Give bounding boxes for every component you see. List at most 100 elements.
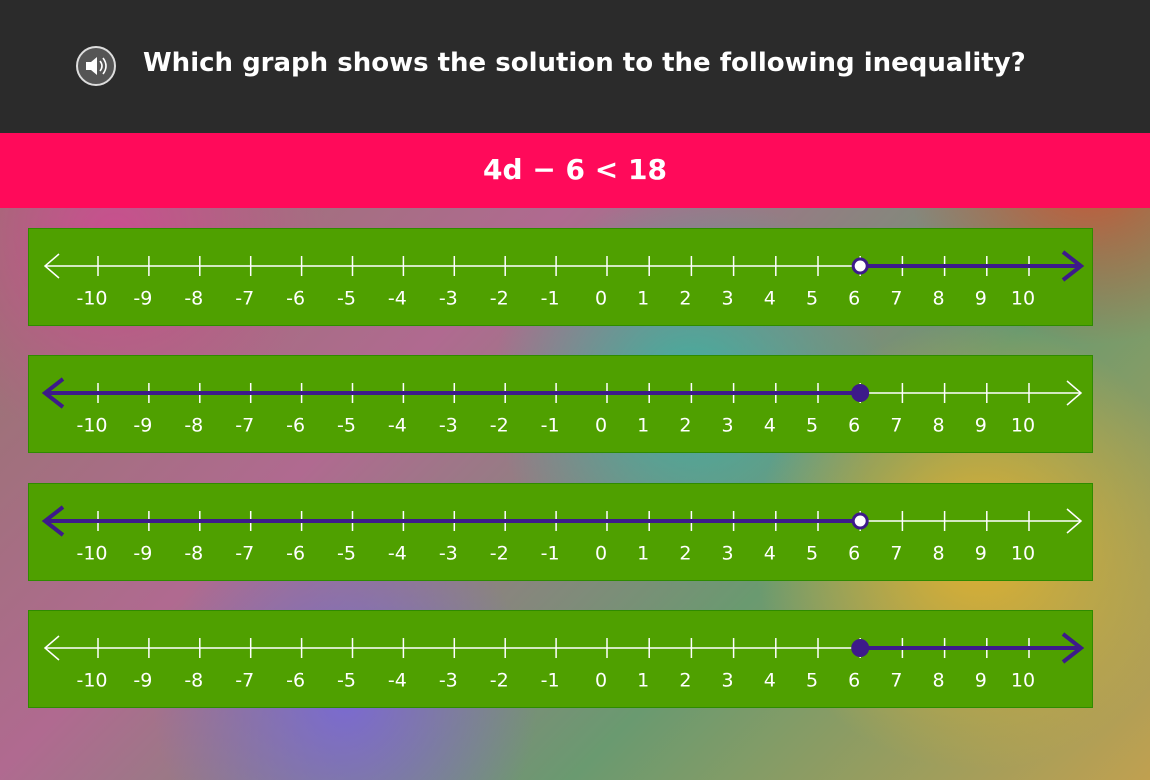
tick-label: -5	[337, 670, 356, 692]
tick-label: -3	[439, 670, 458, 692]
tick-label: 0	[595, 288, 607, 310]
arrow-right	[1066, 508, 1083, 534]
tick-label: -2	[490, 415, 509, 437]
tick-label: 0	[595, 670, 607, 692]
tick-label: -10	[76, 543, 107, 565]
tick-label: -1	[541, 543, 560, 565]
question: Which graph shows the solution to the fo…	[143, 48, 1026, 78]
tick-label: -6	[286, 670, 305, 692]
tick-label: 9	[975, 288, 987, 310]
tick-label: -2	[490, 670, 509, 692]
tick-label: -3	[439, 288, 458, 310]
answer-option[interactable]: -10 -9 -8 -7 -6 -5 -4 -3 -2 -1 0 1 2 3 4 5 6 7 8 9 10	[28, 355, 1093, 453]
tick-label: -3	[439, 415, 458, 437]
tick-label: 6	[848, 670, 860, 692]
tick-label: 2	[679, 415, 691, 437]
answer-option[interactable]: -10 -9 -8 -7 -6 -5 -4 -3 -2 -1 0 1 2 3 4 5 6 7 8 9 10	[28, 228, 1093, 326]
tick-label: -4	[388, 288, 407, 310]
tick-label: -10	[76, 415, 107, 437]
tick-label: -10	[76, 670, 107, 692]
answer-option[interactable]: -10 -9 -8 -7 -6 -5 -4 -3 -2 -1 0 1 2 3 4 5 6 7 8 9 10	[28, 483, 1093, 581]
tick-label: 1	[637, 415, 649, 437]
tick-label: -3	[439, 543, 458, 565]
tick-label: -6	[286, 415, 305, 437]
tick-label: -9	[133, 288, 152, 310]
tick-label: -7	[235, 670, 254, 692]
tick-label: 3	[722, 415, 734, 437]
tick-label: 4	[764, 543, 776, 565]
arrow-left	[43, 635, 60, 661]
solution-arrow	[41, 377, 65, 409]
tick-label: 2	[679, 288, 691, 310]
tick-label: -4	[388, 543, 407, 565]
tick-label: 0	[595, 415, 607, 437]
tick-label: -9	[133, 415, 152, 437]
tick-label: 2	[679, 670, 691, 692]
tick-label: -5	[337, 415, 356, 437]
tick-label: -2	[490, 288, 509, 310]
tick-label: -6	[286, 288, 305, 310]
tick-label: 6	[848, 415, 860, 437]
tick-label: 9	[975, 543, 987, 565]
endpoint	[851, 257, 869, 275]
tick-label: 1	[637, 288, 649, 310]
tick-label: 4	[764, 670, 776, 692]
tick-label: -8	[184, 288, 203, 310]
tick-label: 3	[722, 288, 734, 310]
tick-label: 5	[806, 415, 818, 437]
solution-arrow	[1061, 250, 1085, 282]
tick-label: -8	[184, 670, 203, 692]
tick-label: -1	[541, 288, 560, 310]
tick-label: 10	[1011, 415, 1035, 437]
tick-label: 7	[890, 288, 902, 310]
tick-label: 4	[764, 288, 776, 310]
tick-label: -7	[235, 543, 254, 565]
tick-label: 5	[806, 670, 818, 692]
tick-label: 10	[1011, 288, 1035, 310]
tick-label: -5	[337, 288, 356, 310]
tick-label: -4	[388, 415, 407, 437]
answer-option[interactable]: -10 -9 -8 -7 -6 -5 -4 -3 -2 -1 0 1 2 3 4 5 6 7 8 9 10	[28, 610, 1093, 708]
header-bar: Which graph shows the solution to the fo…	[0, 0, 1150, 133]
endpoint	[851, 639, 870, 657]
tick-label: 3	[722, 543, 734, 565]
tick-label: -1	[541, 415, 560, 437]
number-line: -10 -9 -8 -7 -6 -5 -4 -3 -2 -1 0 1 2 3 4 5 6 7 8 9 10	[41, 505, 1083, 565]
tick-label: -6	[286, 543, 305, 565]
solution-arrow	[1061, 632, 1085, 664]
number-line: -10 -9 -8 -7 -6 -5 -4 -3 -2 -1 0 1 2 3 4 5 6 7 8 9 10	[41, 377, 1083, 437]
tick-label: 3	[722, 670, 734, 692]
tick-label: 9	[975, 415, 987, 437]
tick-label: 5	[806, 543, 818, 565]
tick-label: 6	[848, 288, 860, 310]
equation: 4d − 6 < 18	[483, 153, 667, 186]
tick-label: -1	[541, 670, 560, 692]
endpoint	[851, 512, 869, 530]
tick-label: -7	[235, 415, 254, 437]
tick-label: 9	[975, 670, 987, 692]
tick-label: 7	[890, 415, 902, 437]
tick-label: 10	[1011, 670, 1035, 692]
tick-label: -5	[337, 543, 356, 565]
solution-arrow	[41, 505, 65, 537]
tick-label: -9	[133, 543, 152, 565]
arrow-left	[43, 253, 60, 279]
tick-label: 8	[933, 670, 945, 692]
endpoint	[851, 384, 870, 402]
number-line: -10 -9 -8 -7 -6 -5 -4 -3 -2 -1 0 1 2 3 4 5 6 7 8 9 10	[43, 632, 1085, 692]
speaker-button[interactable]	[74, 45, 118, 89]
tick-label: -2	[490, 543, 509, 565]
tick-label: 8	[933, 415, 945, 437]
tick-label: 7	[890, 670, 902, 692]
arrow-right	[1066, 380, 1083, 406]
tick-label: 8	[933, 288, 945, 310]
tick-label: 7	[890, 543, 902, 565]
tick-label: 5	[806, 288, 818, 310]
tick-label: 1	[637, 543, 649, 565]
tick-label: 8	[933, 543, 945, 565]
tick-label: 4	[764, 415, 776, 437]
tick-label: 10	[1011, 543, 1035, 565]
tick-label: -8	[184, 543, 203, 565]
tick-label: 6	[848, 543, 860, 565]
